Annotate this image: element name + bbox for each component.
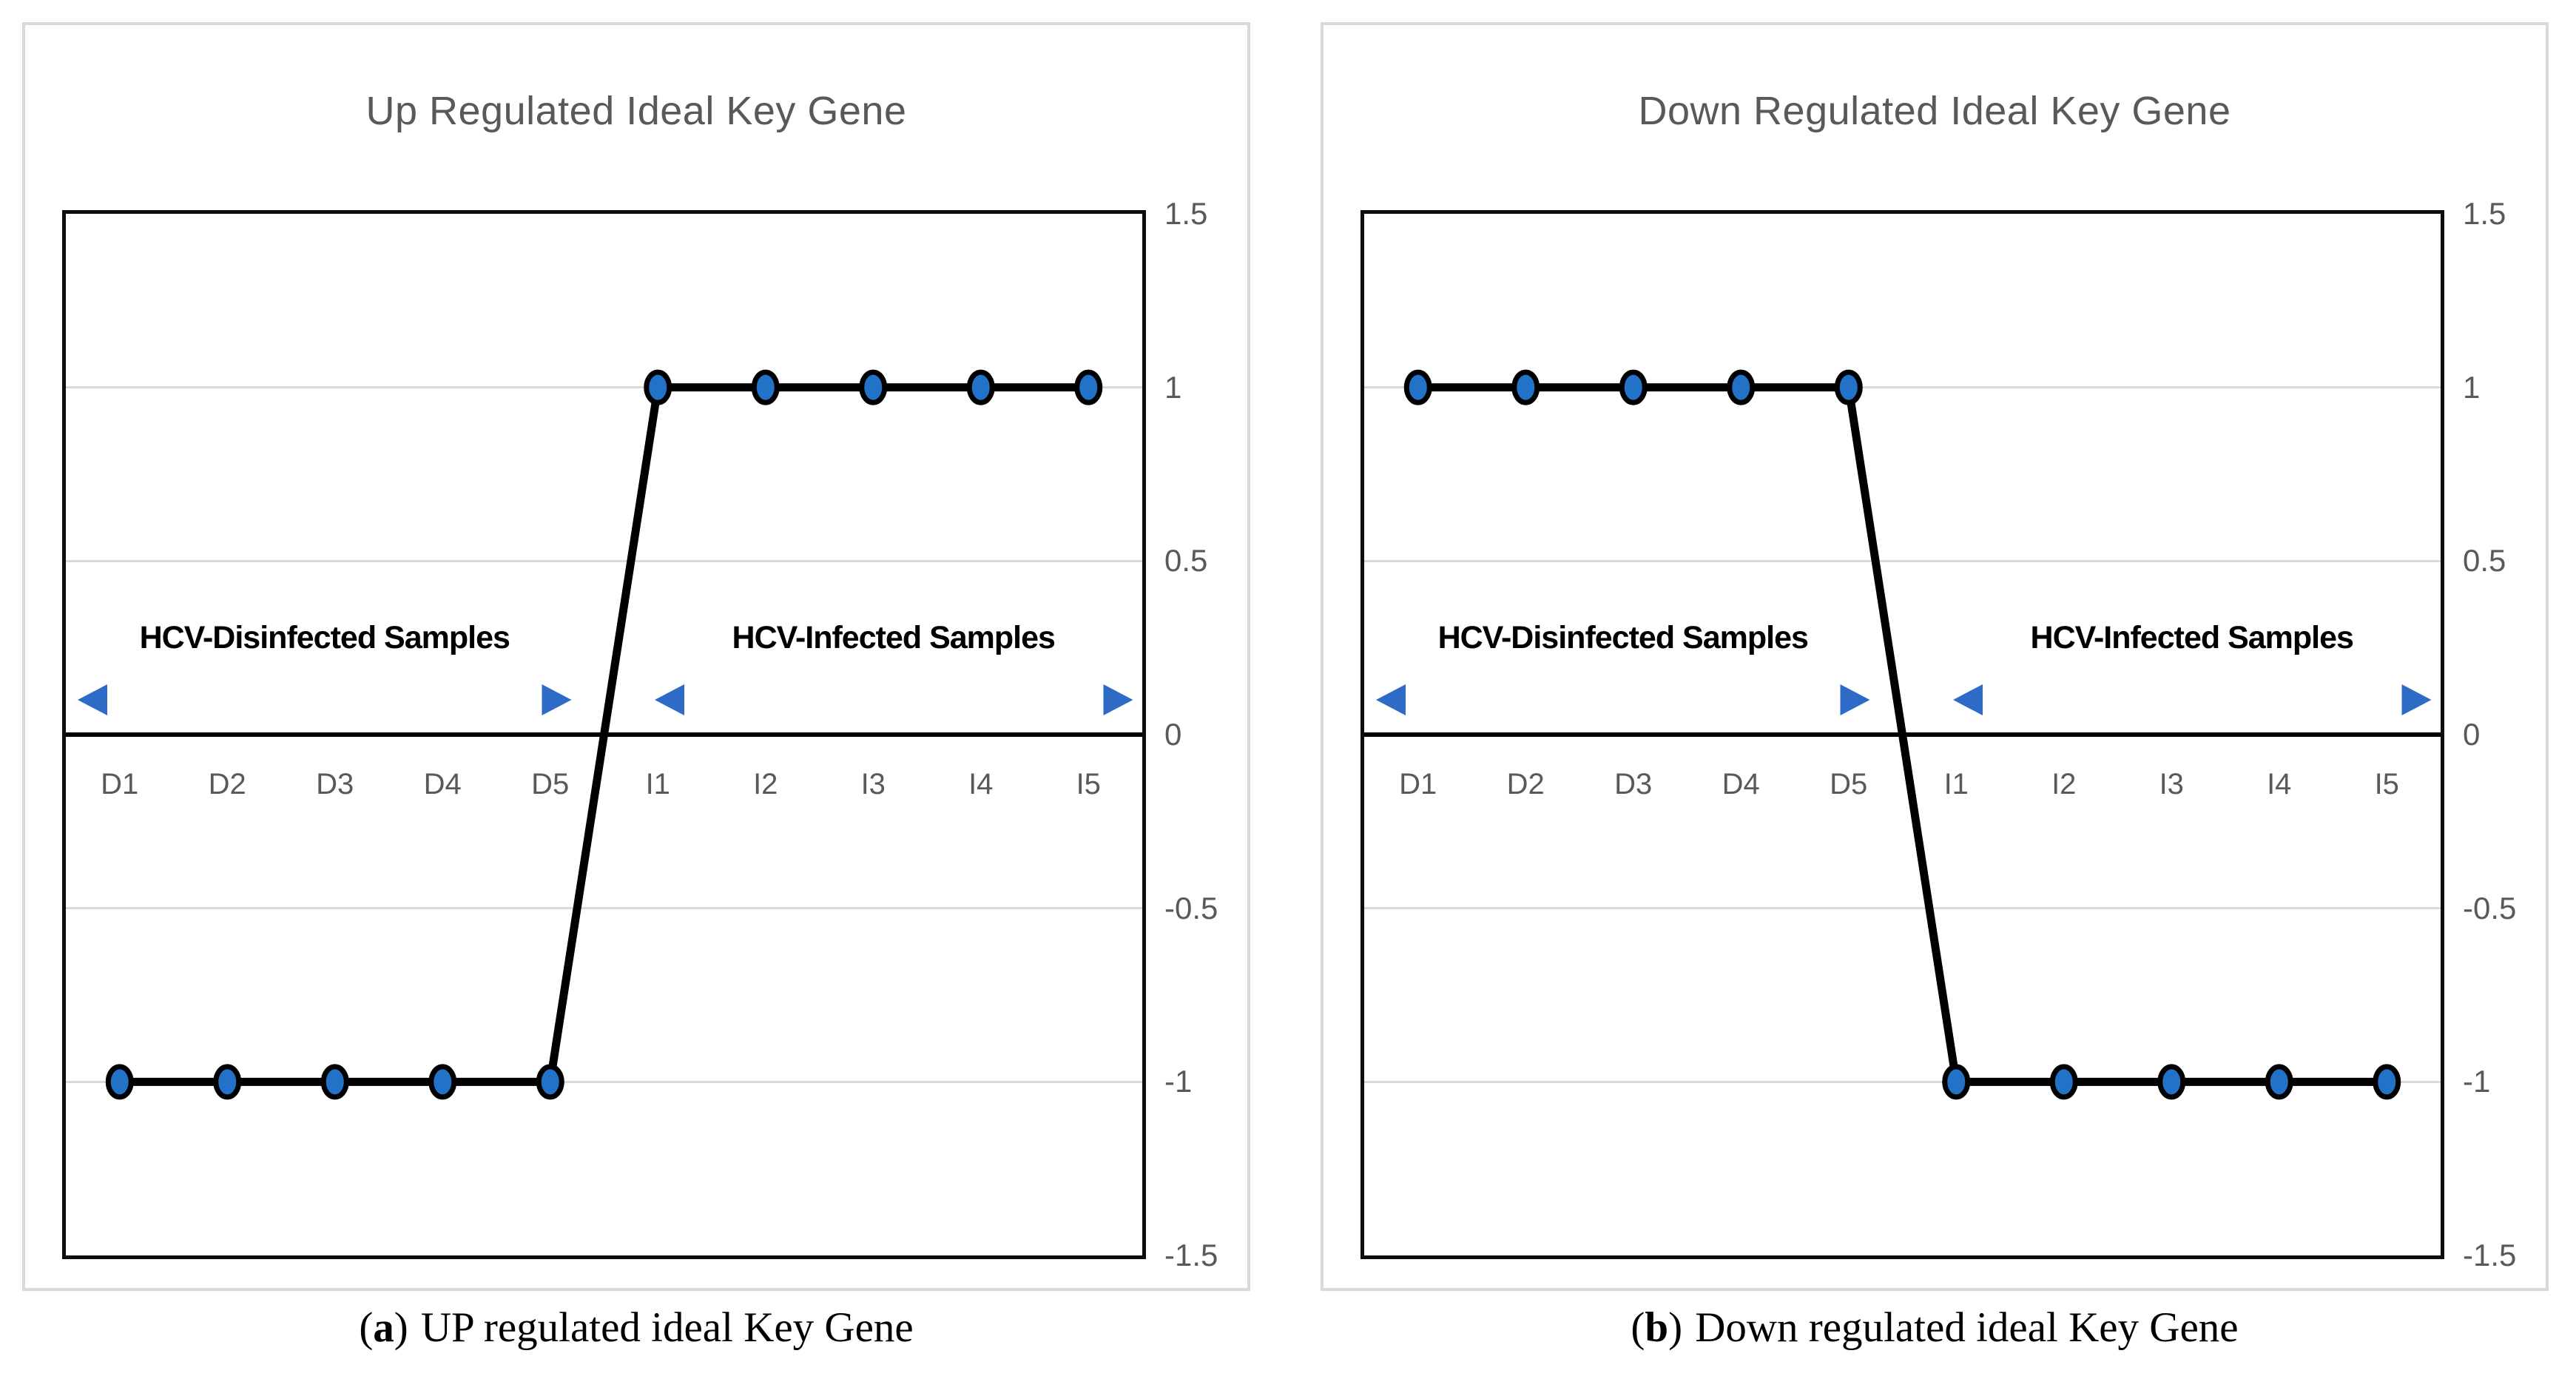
x-tick-label: D4 bbox=[1722, 768, 1760, 800]
y-tick-label: 0 bbox=[2463, 717, 2481, 752]
chart-card-down-regulated: Down Regulated Ideal Key Gene D1 D2 D3 D4 D5… bbox=[1321, 22, 2549, 1291]
sample-group-label: HCV-Infected Samples bbox=[732, 620, 1056, 656]
data-point-marker bbox=[1511, 369, 1540, 405]
caption-open-paren: ( bbox=[1631, 1304, 1645, 1351]
data-point-marker bbox=[428, 1064, 457, 1100]
double-headed-arrow bbox=[1952, 684, 2431, 716]
y-axis-labels: 1.5 1 0.5 0 -0.5 -1 -1.5 bbox=[1164, 196, 1250, 1272]
data-point-marker bbox=[751, 369, 780, 405]
data-point-marker bbox=[2049, 1064, 2078, 1100]
y-tick-label: 0.5 bbox=[2463, 543, 2506, 579]
y-tick-label: -1.5 bbox=[1164, 1238, 1218, 1272]
x-tick-label: I3 bbox=[860, 768, 886, 800]
y-gridline bbox=[1364, 907, 2441, 910]
x-tick-label: I1 bbox=[645, 768, 670, 800]
y-tick-label: -1 bbox=[1164, 1064, 1193, 1099]
x-tick-label: D5 bbox=[531, 768, 570, 800]
plot-area: D1 D2 D3 D4 D5 I1 I2 I3 I4 I5 HCV-Disinfected Samp… bbox=[1361, 210, 2444, 1259]
data-point-marker bbox=[1619, 369, 1648, 405]
caption-a: (a) UP regulated ideal Key Gene bbox=[22, 1304, 1250, 1352]
data-point-marker bbox=[536, 1064, 564, 1100]
data-point-marker bbox=[1942, 1064, 1971, 1100]
x-tick-label: D3 bbox=[1614, 768, 1653, 800]
caption-open-paren: ( bbox=[359, 1304, 374, 1351]
caption-text: UP regulated ideal Key Gene bbox=[420, 1304, 914, 1351]
caption-close-paren: ) bbox=[1668, 1304, 1683, 1351]
data-point-marker bbox=[2157, 1064, 2186, 1100]
caption-letter: a bbox=[373, 1304, 394, 1351]
caption-letter: b bbox=[1645, 1304, 1669, 1351]
data-point-marker bbox=[859, 369, 888, 405]
x-tick-label: D2 bbox=[208, 768, 246, 800]
x-tick-label: D1 bbox=[101, 768, 139, 800]
y-tick-label: 1.5 bbox=[1164, 196, 1208, 231]
x-tick-label: D5 bbox=[1830, 768, 1868, 800]
chart-title: Up Regulated Ideal Key Gene bbox=[365, 89, 907, 133]
y-tick-label: -0.5 bbox=[2463, 890, 2517, 925]
data-series bbox=[105, 369, 1103, 1100]
x-tick-label: D4 bbox=[423, 768, 462, 800]
x-tick-label: D3 bbox=[316, 768, 354, 800]
y-tick-label: -1.5 bbox=[2463, 1238, 2517, 1272]
data-point-marker bbox=[105, 1064, 134, 1100]
y-tick-label: 0.5 bbox=[1164, 543, 1208, 579]
x-tick-label: I1 bbox=[1943, 768, 1969, 800]
chart-card-up-regulated: Up Regulated Ideal Key Gene D1 D2 D3 D4 D5 I1… bbox=[22, 22, 1250, 1291]
double-headed-arrow bbox=[1376, 684, 1870, 716]
data-series bbox=[1403, 369, 2401, 1100]
y-tick-label: 0 bbox=[1164, 717, 1182, 752]
y-tick-label: 1 bbox=[2463, 369, 2481, 405]
x-tick-label: I2 bbox=[2051, 768, 2077, 800]
double-headed-arrow bbox=[654, 684, 1133, 716]
chart-title: Down Regulated Ideal Key Gene bbox=[1638, 89, 2231, 133]
y-tick-label: 1 bbox=[1164, 369, 1182, 405]
caption-text: Down regulated ideal Key Gene bbox=[1695, 1304, 2239, 1351]
plot-area: D1 D2 D3 D4 D5 I1 I2 I3 I4 I5 HCV-Disinfected Samp… bbox=[62, 210, 1146, 1259]
data-point-marker bbox=[1834, 369, 1863, 405]
y-gridline bbox=[66, 559, 1142, 562]
y-gridline bbox=[1364, 559, 2441, 562]
y-gridline bbox=[1364, 386, 2441, 389]
caption-b: (b) Down regulated ideal Key Gene bbox=[1321, 1304, 2549, 1352]
data-point-marker bbox=[644, 369, 672, 405]
data-point-marker bbox=[2373, 1064, 2401, 1100]
y-gridline bbox=[66, 386, 1142, 389]
double-headed-arrow bbox=[78, 684, 572, 716]
y-tick-label: -0.5 bbox=[1164, 890, 1218, 925]
data-point-marker bbox=[1727, 369, 1756, 405]
data-point-marker bbox=[213, 1064, 242, 1100]
data-point-marker bbox=[966, 369, 995, 405]
x-tick-label: I3 bbox=[2159, 768, 2184, 800]
y-gridline bbox=[66, 1080, 1142, 1083]
sample-group-label: HCV-Disinfected Samples bbox=[139, 620, 510, 656]
x-tick-label: I4 bbox=[2267, 768, 2292, 800]
x-tick-label: D1 bbox=[1399, 768, 1437, 800]
data-point-marker bbox=[1403, 369, 1432, 405]
y-tick-label: -1 bbox=[2463, 1064, 2491, 1099]
y-gridline bbox=[66, 907, 1142, 910]
sample-group-label: HCV-Infected Samples bbox=[2030, 620, 2354, 656]
x-tick-label: I4 bbox=[968, 768, 994, 800]
y-axis-labels: 1.5 1 0.5 0 -0.5 -1 -1.5 bbox=[2463, 196, 2548, 1272]
x-tick-label: D2 bbox=[1506, 768, 1545, 800]
data-point-marker bbox=[1074, 369, 1103, 405]
y-tick-label: 1.5 bbox=[2463, 196, 2506, 231]
x-tick-label: I2 bbox=[753, 768, 778, 800]
data-point-marker bbox=[320, 1064, 349, 1100]
sample-group-label: HCV-Disinfected Samples bbox=[1437, 620, 1809, 656]
caption-close-paren: ) bbox=[394, 1304, 408, 1351]
data-point-marker bbox=[2265, 1064, 2293, 1100]
x-tick-label: I5 bbox=[1076, 768, 1101, 800]
x-tick-label: I5 bbox=[2374, 768, 2399, 800]
y-gridline bbox=[1364, 1080, 2441, 1083]
